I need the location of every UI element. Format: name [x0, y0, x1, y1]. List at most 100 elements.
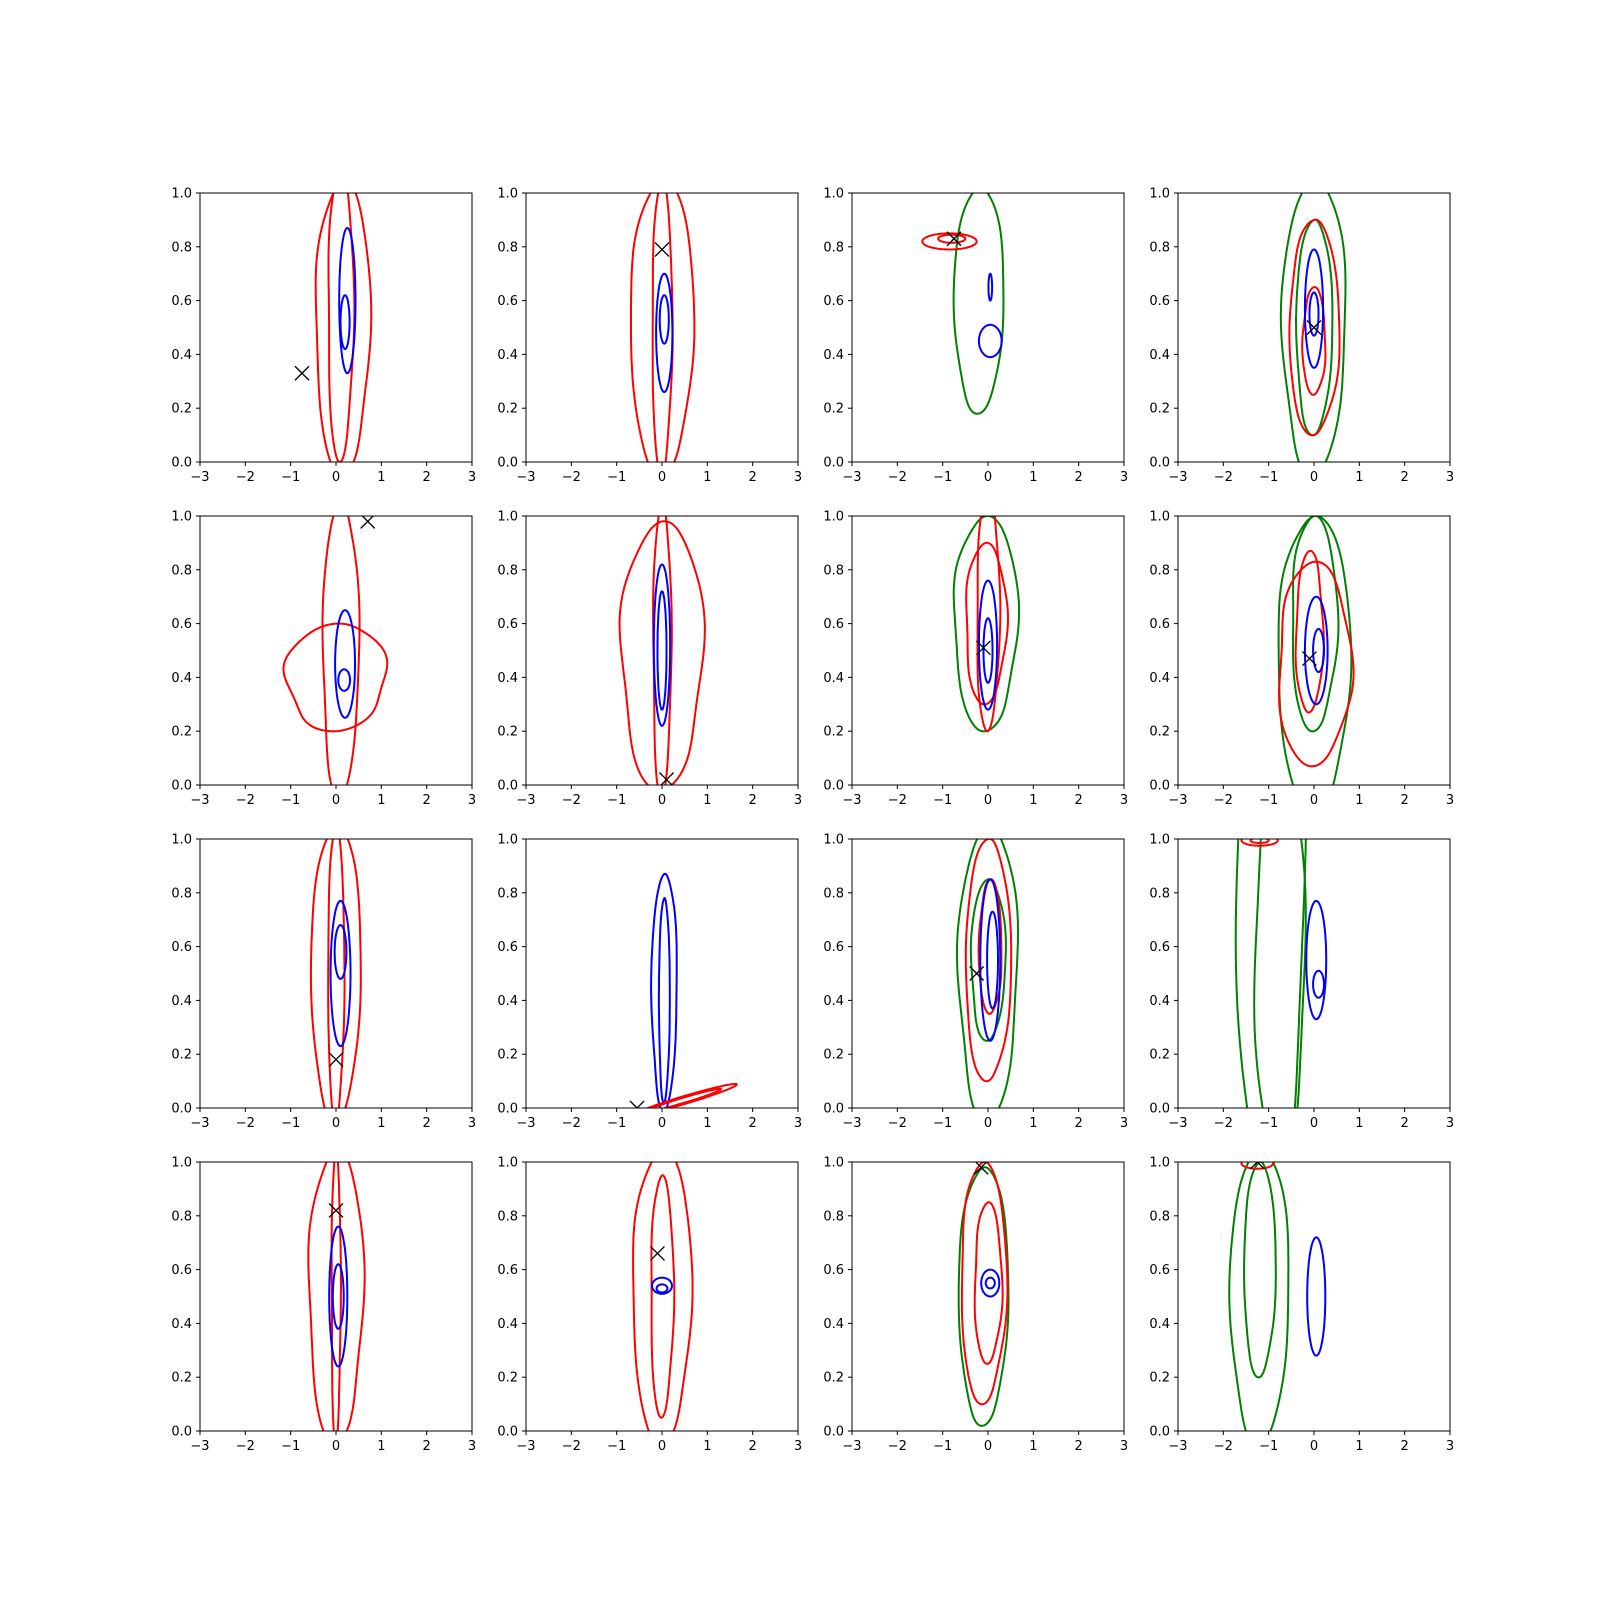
y-tick-label: 0.8: [171, 240, 192, 255]
x-tick-label: 0: [658, 1439, 666, 1454]
blue-contour: [1303, 248, 1325, 369]
y-tick-label: 0.6: [1149, 617, 1170, 632]
x-tick-label: −2: [888, 1439, 907, 1454]
subplot-r3c1: −3 −2 −1 0 1 2 3 0.0 0.2 0.4 0.6 0.8 1.0: [171, 833, 476, 1132]
x-tick-label: −1: [281, 1439, 300, 1454]
red-contour: [1288, 218, 1341, 437]
y-tick-label: 1.0: [823, 510, 844, 525]
y-tick-label: 0.0: [1149, 779, 1170, 794]
red-contour: [964, 839, 1013, 1083]
x-tick-label: 2: [423, 1116, 431, 1131]
x-tick-label: 1: [377, 1439, 385, 1454]
x-tick-label: −2: [888, 470, 907, 485]
subplot-r3c4: −3 −2 −1 0 1 2 3 0.0 0.2 0.4 0.6 0.8 1.0: [1149, 833, 1454, 1132]
plot-area: [1234, 839, 1328, 1108]
subplot-r4c3: −3 −2 −1 0 1 2 3 0.0 0.2 0.4 0.6 0.8 1.0: [823, 1156, 1128, 1455]
blue-contour: [650, 872, 678, 1108]
red-contour: [1294, 549, 1325, 714]
y-tick-label: 0.6: [497, 617, 518, 632]
x-tick-label: −3: [1168, 1439, 1187, 1454]
y-tick-label: 0.0: [171, 456, 192, 471]
x-tick-label: −3: [842, 1439, 861, 1454]
x-tick-label: 0: [1310, 470, 1318, 485]
x-tick-label: 2: [423, 1439, 431, 1454]
x-tick-label: 3: [1446, 1116, 1454, 1131]
x-tick-label: −2: [562, 470, 581, 485]
x-tick-label: 1: [377, 1116, 385, 1131]
x-tick-label: 0: [332, 470, 340, 485]
x-tick-label: 0: [1310, 793, 1318, 808]
subplot-grid: −3 −2 −1 0 1 2 3 0.0 0.2 0.4 0.6 0.8 1.0 −3 −2 −1 0 1 2 3 0.…: [171, 187, 1454, 1455]
x-tick-label: −1: [281, 793, 300, 808]
x-tick-label: 1: [377, 793, 385, 808]
x-tick-label: −1: [1259, 1116, 1278, 1131]
x-tick-label: 3: [794, 1439, 802, 1454]
x-tick-label: −2: [1214, 1116, 1233, 1131]
blue-contour: [987, 272, 994, 302]
y-tick-label: 0.6: [171, 617, 192, 632]
y-tick-label: 0.8: [497, 240, 518, 255]
x-tick-label: −3: [842, 793, 861, 808]
x-tick-label: −2: [1214, 793, 1233, 808]
y-tick-label: 0.2: [171, 1371, 192, 1386]
y-tick-label: 1.0: [823, 1156, 844, 1171]
x-tick-label: 1: [703, 793, 711, 808]
x-tick-label: −1: [607, 793, 626, 808]
x-tick-label: 0: [332, 1439, 340, 1454]
x-tick-label: 3: [794, 470, 802, 485]
y-tick-label: 0.4: [497, 1317, 518, 1332]
x-tick-label: 2: [749, 793, 757, 808]
y-tick-label: 0.8: [823, 886, 844, 901]
y-tick-label: 0.2: [823, 1048, 844, 1063]
red-contour: [921, 232, 978, 251]
y-tick-label: 0.0: [1149, 1102, 1170, 1117]
x-tick-label: −2: [1214, 1439, 1233, 1454]
x-tick-label: 3: [1446, 470, 1454, 485]
x-tick-label: 2: [1401, 793, 1409, 808]
green-contour: [1234, 839, 1307, 1108]
plot-area: [632, 1162, 694, 1431]
y-tick-label: 1.0: [497, 510, 518, 525]
x-tick-label: 0: [984, 1439, 992, 1454]
y-tick-label: 0.2: [171, 1048, 192, 1063]
x-tick-label: 2: [1401, 1439, 1409, 1454]
y-tick-label: 1.0: [171, 187, 192, 202]
y-tick-label: 0.8: [1149, 1209, 1170, 1224]
x-tick-label: 0: [984, 793, 992, 808]
red-contour: [976, 516, 1002, 733]
x-tick-label: −2: [236, 1439, 255, 1454]
blue-contour: [333, 924, 348, 980]
y-tick-label: 0.6: [171, 294, 192, 309]
x-tick-label: 0: [658, 470, 666, 485]
plot-area: [957, 1162, 1010, 1427]
y-tick-label: 0.6: [497, 1263, 518, 1278]
x-tick-label: 2: [1075, 470, 1083, 485]
y-tick-label: 0.6: [823, 940, 844, 955]
x-tick-label: 2: [1401, 470, 1409, 485]
x-tick-label: 3: [794, 1116, 802, 1131]
y-tick-label: 0.2: [171, 402, 192, 417]
y-tick-label: 0.8: [171, 886, 192, 901]
y-tick-label: 0.2: [1149, 1048, 1170, 1063]
y-tick-label: 1.0: [497, 1156, 518, 1171]
subplot-r1c4: −3 −2 −1 0 1 2 3 0.0 0.2 0.4 0.6 0.8 1.0: [1149, 187, 1454, 486]
y-tick-label: 0.0: [1149, 456, 1170, 471]
x-tick-label: −2: [562, 793, 581, 808]
x-tick-label: −2: [888, 793, 907, 808]
blue-contour: [1312, 628, 1325, 673]
plot-area: [1228, 1162, 1327, 1431]
x-tick-label: −2: [888, 1116, 907, 1131]
x-marker: [629, 1100, 645, 1108]
y-tick-label: 0.4: [823, 348, 844, 363]
blue-contour: [986, 910, 999, 1010]
x-tick-label: 2: [1075, 1116, 1083, 1131]
blue-contour: [984, 1276, 996, 1290]
y-tick-label: 1.0: [171, 833, 192, 848]
red-contour: [327, 839, 346, 1108]
x-tick-label: −1: [1259, 793, 1278, 808]
x-tick-label: 2: [749, 1439, 757, 1454]
blue-contour: [337, 668, 352, 692]
blue-contour: [652, 563, 672, 727]
x-tick-label: −3: [516, 1116, 535, 1131]
